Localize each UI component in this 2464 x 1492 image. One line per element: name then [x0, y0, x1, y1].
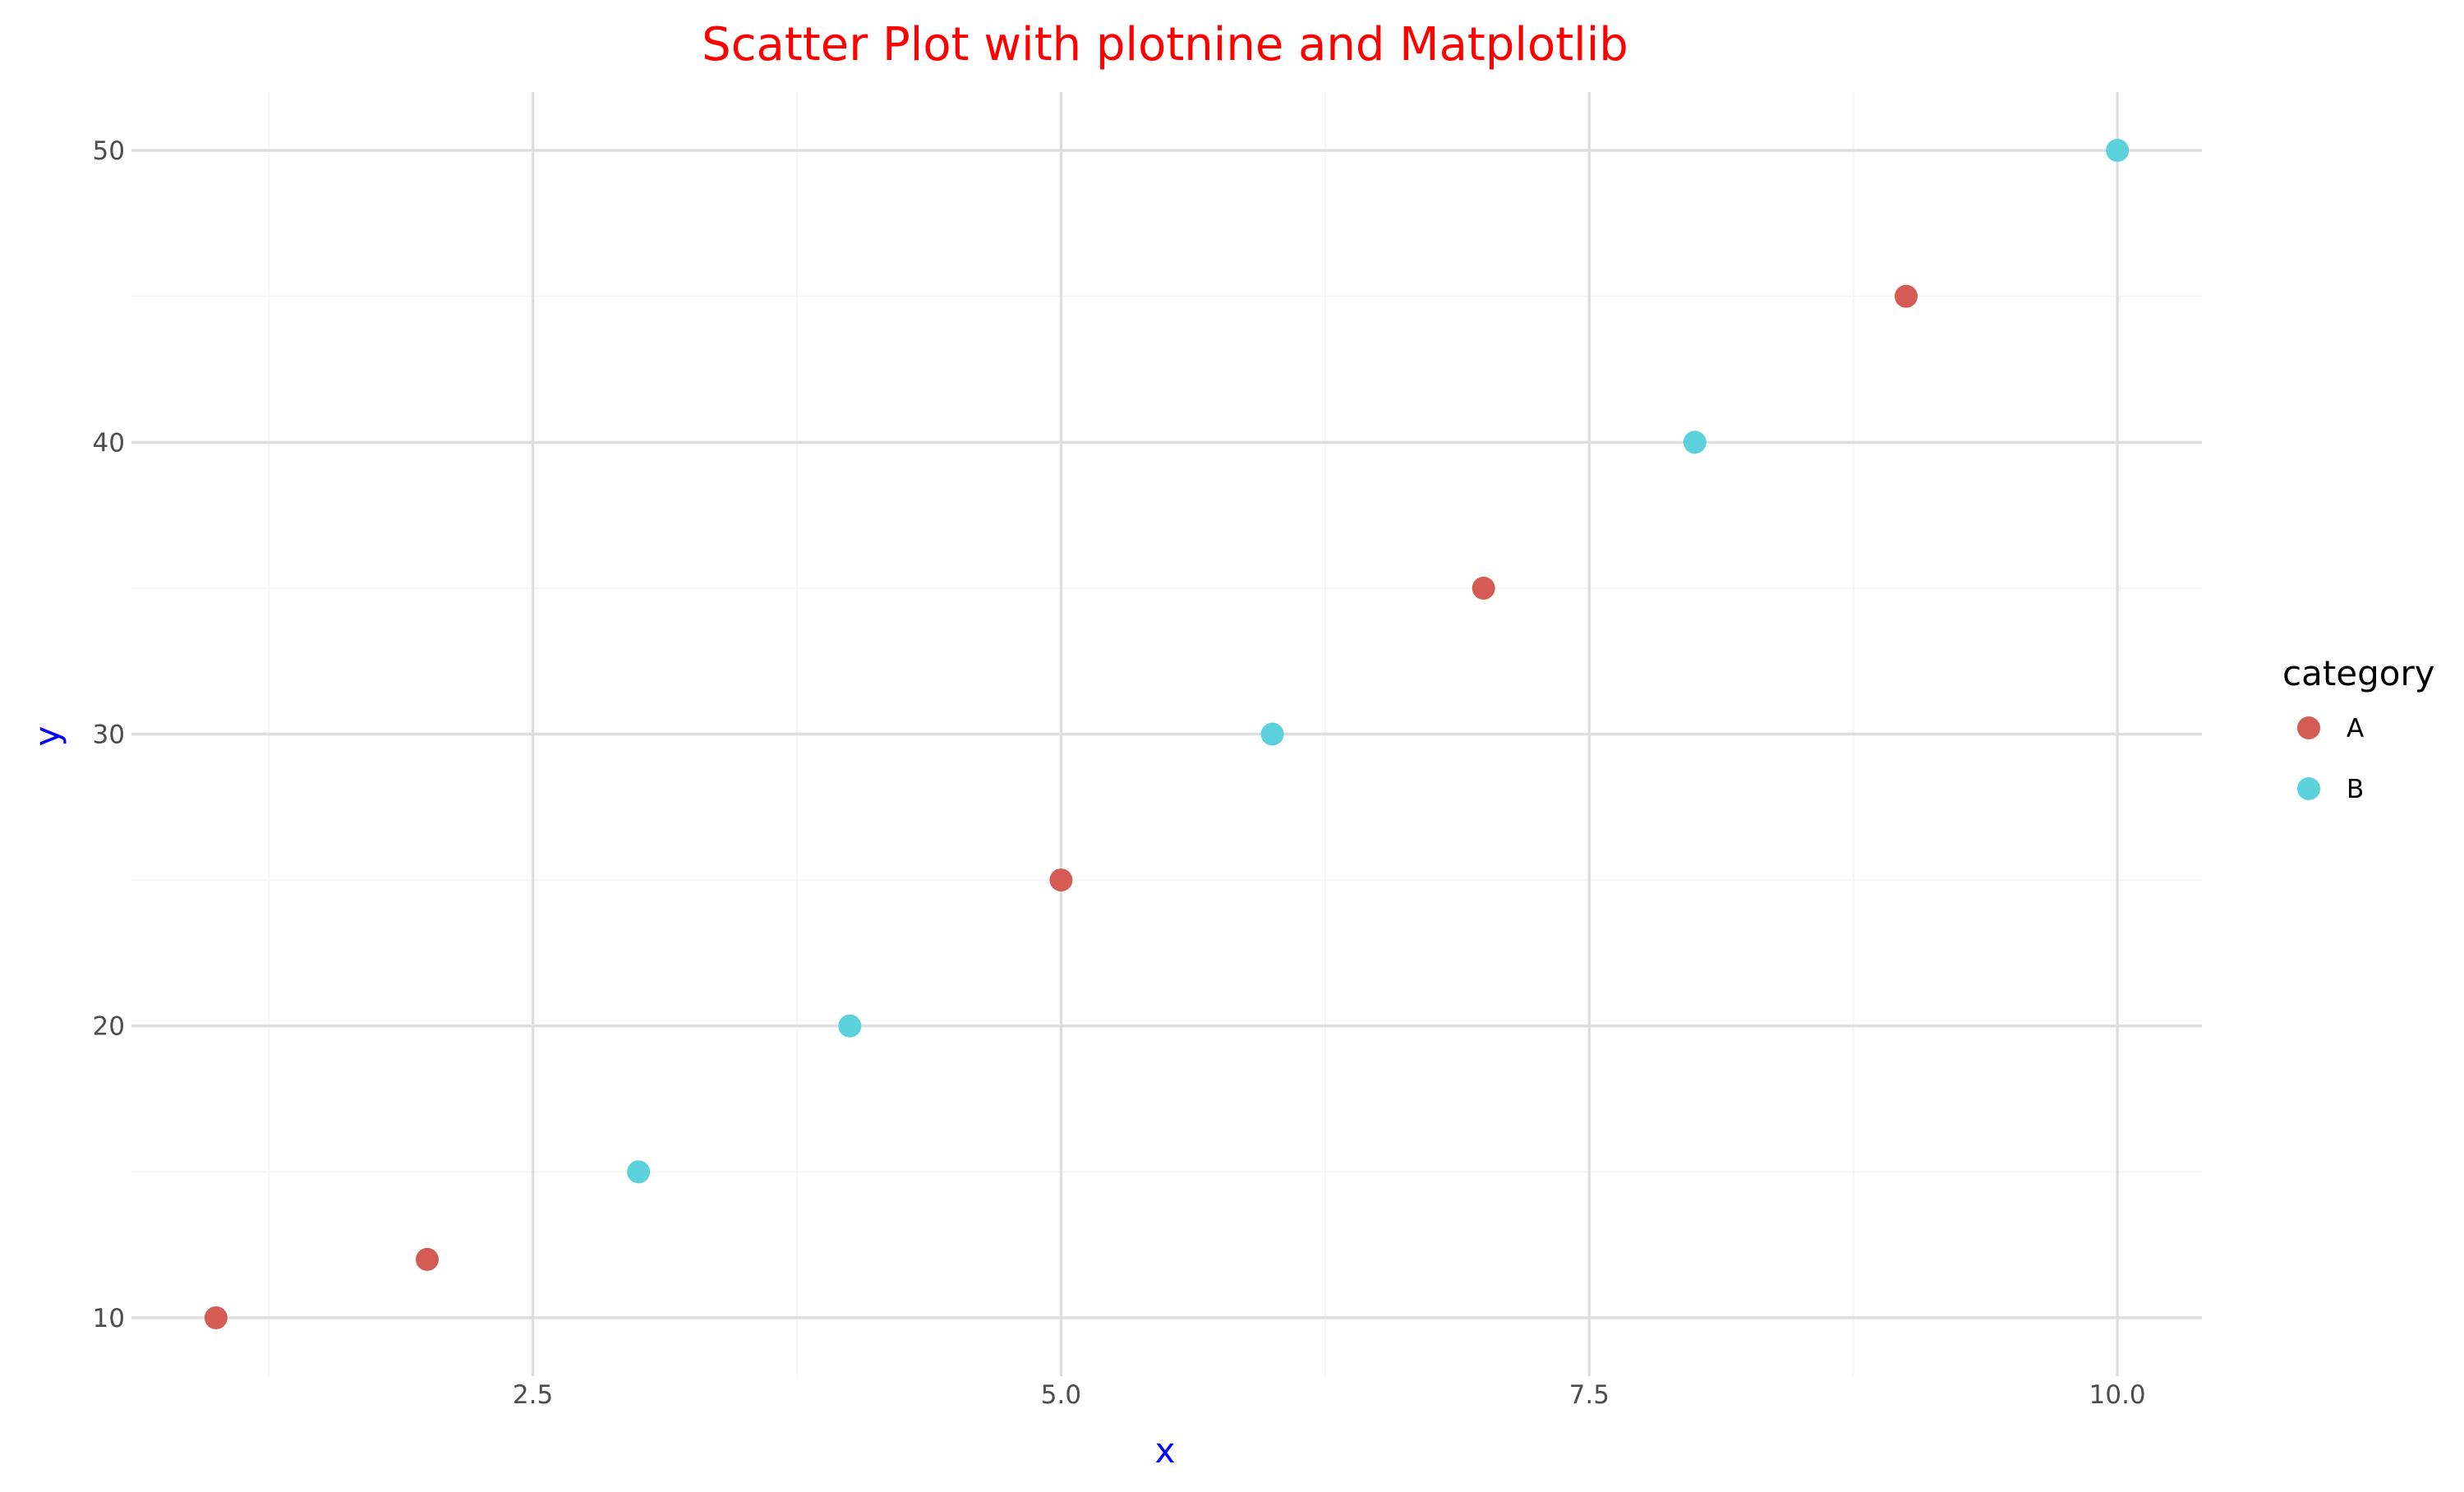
major-gridlines	[131, 92, 2202, 1376]
y-tick-label: 10	[93, 1304, 125, 1333]
x-tick-label: 5.0	[1041, 1380, 1081, 1410]
x-tick-label: 10.0	[2089, 1380, 2146, 1410]
scatter-point-a	[1895, 284, 1918, 308]
y-axis-title: y	[27, 726, 67, 747]
legend-label-a: A	[2347, 714, 2364, 744]
legend-title: category	[2282, 653, 2435, 693]
scatter-point-a	[1471, 576, 1495, 600]
legend-marker-a	[2297, 716, 2320, 739]
scatter-point-b	[838, 1014, 862, 1038]
data-points	[204, 139, 2130, 1329]
legend-label-b: B	[2347, 775, 2364, 804]
y-tick-label: 20	[93, 1012, 125, 1042]
x-tick-labels: 2.5 5.0 7.5 10.0	[513, 1380, 2146, 1410]
legend: category AB	[2282, 653, 2435, 804]
y-tick-labels: 10 20 30 40 50	[93, 136, 125, 1333]
y-tick-label: 40	[93, 428, 125, 458]
chart-title: Scatter Plot with plotnine and Matplotli…	[702, 18, 1628, 71]
y-tick-label: 30	[93, 721, 125, 750]
scatter-point-a	[1049, 868, 1073, 892]
minor-gridlines	[131, 92, 2202, 1376]
scatter-point-b	[1260, 722, 1284, 746]
scatter-point-b	[2106, 139, 2130, 163]
scatter-point-a	[204, 1306, 228, 1329]
scatter-point-b	[627, 1160, 651, 1184]
x-tick-label: 7.5	[1569, 1380, 1610, 1410]
scatter-point-b	[1683, 431, 1706, 454]
x-axis-title: x	[1155, 1430, 1176, 1471]
x-tick-label: 2.5	[513, 1380, 553, 1410]
scatter-point-a	[416, 1247, 439, 1271]
legend-marker-b	[2297, 777, 2320, 800]
legend-items: AB	[2297, 714, 2364, 804]
y-tick-label: 50	[93, 136, 125, 166]
